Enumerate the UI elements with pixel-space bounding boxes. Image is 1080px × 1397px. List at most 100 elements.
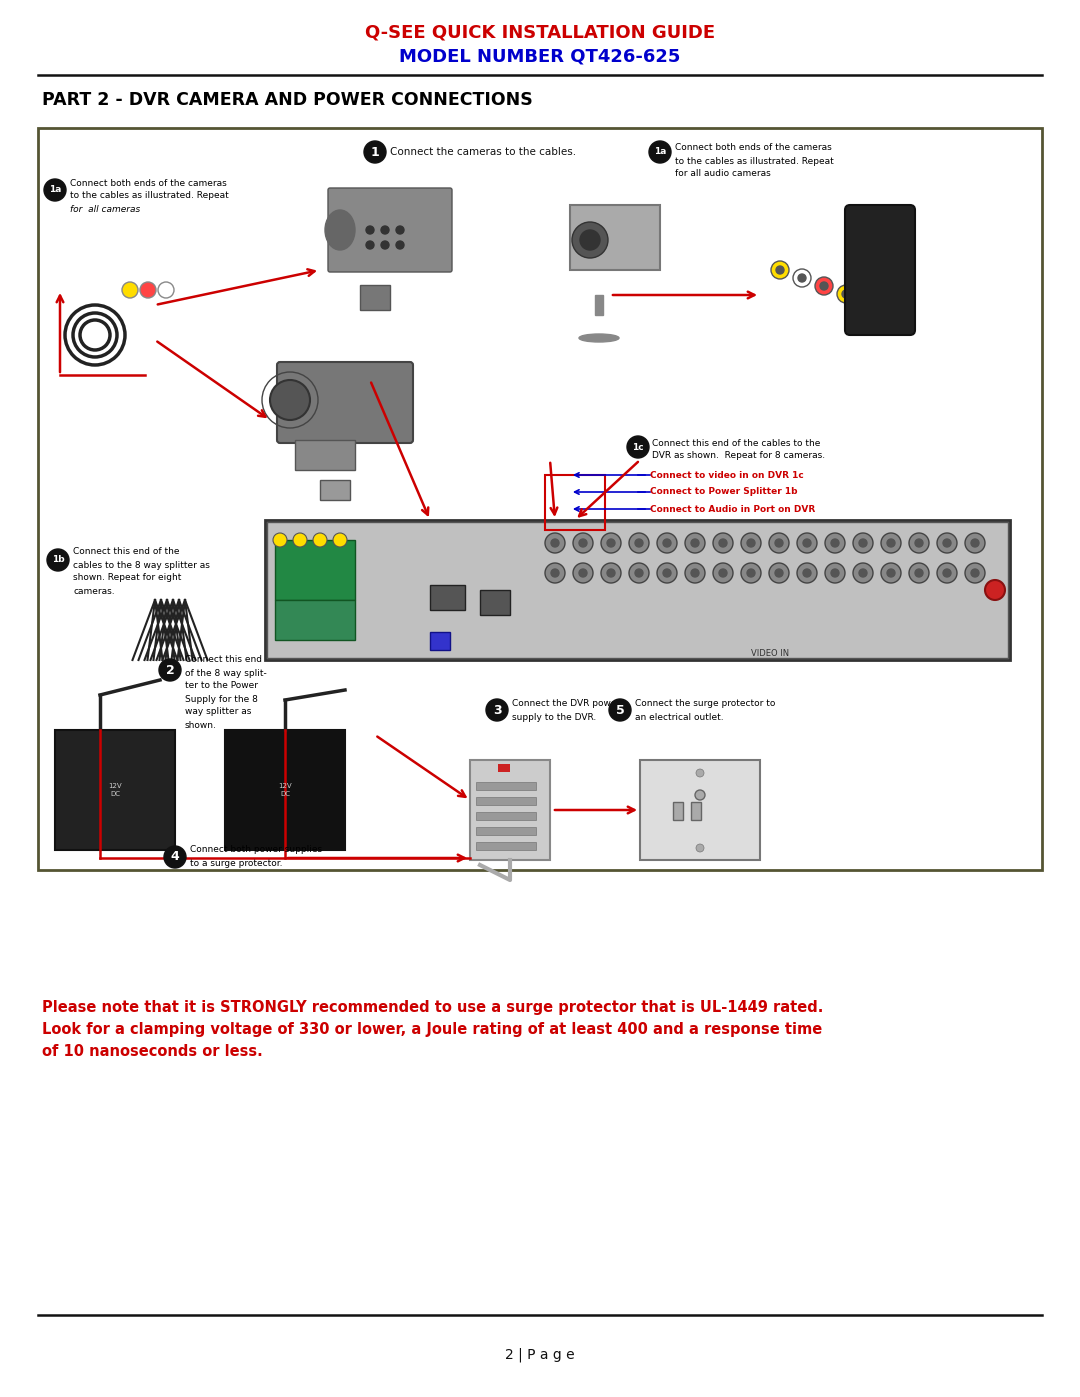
Bar — [476, 798, 536, 805]
Circle shape — [713, 534, 733, 553]
Circle shape — [635, 539, 643, 548]
Circle shape — [985, 580, 1005, 599]
Circle shape — [777, 265, 784, 274]
Circle shape — [831, 569, 839, 577]
Bar — [476, 827, 536, 835]
Circle shape — [859, 293, 877, 312]
Text: 1b: 1b — [52, 556, 65, 564]
Circle shape — [600, 563, 621, 583]
Text: 12V
DC: 12V DC — [279, 784, 292, 796]
Circle shape — [122, 282, 138, 298]
Text: Please note that it is STRONGLY recommended to use a surge protector that is UL-: Please note that it is STRONGLY recommen… — [42, 1000, 823, 1016]
Circle shape — [853, 534, 873, 553]
Circle shape — [649, 141, 671, 163]
Text: supply to the DVR.: supply to the DVR. — [512, 712, 596, 721]
Circle shape — [769, 563, 789, 583]
Text: cables to the 8 way splitter as: cables to the 8 way splitter as — [73, 560, 210, 570]
Text: to the cables as illustrated. Repeat: to the cables as illustrated. Repeat — [675, 156, 834, 165]
Circle shape — [579, 569, 588, 577]
Text: Connect both power supplies: Connect both power supplies — [190, 845, 322, 855]
Text: 1a: 1a — [653, 148, 666, 156]
Circle shape — [798, 274, 806, 282]
Circle shape — [635, 569, 643, 577]
Text: for all audio cameras: for all audio cameras — [675, 169, 771, 179]
Circle shape — [657, 563, 677, 583]
Circle shape — [771, 261, 789, 279]
Circle shape — [881, 534, 901, 553]
Circle shape — [396, 226, 404, 235]
Text: of 10 nanoseconds or less.: of 10 nanoseconds or less. — [42, 1044, 262, 1059]
Bar — [275, 541, 355, 599]
Circle shape — [831, 539, 839, 548]
Text: to the cables as illustrated. Repeat: to the cables as illustrated. Repeat — [70, 191, 229, 201]
Circle shape — [663, 539, 671, 548]
Circle shape — [887, 539, 895, 548]
Circle shape — [719, 569, 727, 577]
Bar — [55, 731, 175, 849]
Circle shape — [600, 534, 621, 553]
Circle shape — [164, 847, 186, 868]
Circle shape — [797, 563, 816, 583]
Circle shape — [573, 534, 593, 553]
Bar — [640, 760, 760, 861]
Text: Connect this end: Connect this end — [185, 655, 262, 665]
Text: Connect to video in on DVR 1c: Connect to video in on DVR 1c — [650, 471, 804, 479]
Circle shape — [887, 569, 895, 577]
Bar — [673, 802, 683, 820]
Bar — [275, 599, 355, 640]
Circle shape — [825, 563, 845, 583]
Text: of the 8 way split-: of the 8 way split- — [185, 669, 267, 678]
Bar — [295, 440, 355, 469]
Circle shape — [775, 539, 783, 548]
Text: MODEL NUMBER QT426-625: MODEL NUMBER QT426-625 — [400, 47, 680, 66]
Circle shape — [573, 563, 593, 583]
Text: cameras.: cameras. — [73, 587, 114, 595]
Circle shape — [943, 569, 951, 577]
Circle shape — [607, 569, 615, 577]
Circle shape — [696, 768, 704, 777]
Circle shape — [820, 282, 828, 291]
Bar — [476, 842, 536, 849]
Text: 12V
DC: 12V DC — [108, 784, 122, 796]
Circle shape — [313, 534, 327, 548]
Circle shape — [685, 563, 705, 583]
Circle shape — [769, 534, 789, 553]
Bar — [265, 520, 1010, 659]
Text: Connect the cameras to the cables.: Connect the cameras to the cables. — [390, 147, 576, 156]
Circle shape — [937, 534, 957, 553]
Bar — [595, 295, 603, 314]
Circle shape — [713, 563, 733, 583]
Ellipse shape — [325, 210, 355, 250]
Bar — [430, 585, 465, 610]
Circle shape — [937, 563, 957, 583]
Circle shape — [627, 436, 649, 458]
Text: 1: 1 — [370, 145, 379, 158]
Circle shape — [270, 380, 310, 420]
Text: for  all cameras: for all cameras — [70, 204, 140, 214]
Circle shape — [859, 569, 867, 577]
Circle shape — [609, 698, 631, 721]
Circle shape — [44, 179, 66, 201]
Text: 3: 3 — [492, 704, 501, 717]
Circle shape — [915, 569, 923, 577]
Circle shape — [804, 539, 811, 548]
Bar — [570, 205, 660, 270]
Circle shape — [396, 242, 404, 249]
Circle shape — [629, 534, 649, 553]
Circle shape — [804, 569, 811, 577]
Text: Connect this end of the: Connect this end of the — [73, 548, 179, 556]
Text: Connect both ends of the cameras: Connect both ends of the cameras — [675, 144, 832, 152]
Text: 1c: 1c — [632, 443, 644, 451]
Bar — [38, 129, 1042, 870]
Bar — [480, 590, 510, 615]
Bar — [691, 802, 701, 820]
Circle shape — [273, 534, 287, 548]
Circle shape — [691, 539, 699, 548]
Circle shape — [685, 534, 705, 553]
Text: Connect this end of the cables to the: Connect this end of the cables to the — [652, 439, 821, 447]
Circle shape — [364, 141, 386, 163]
Circle shape — [381, 226, 389, 235]
Circle shape — [629, 563, 649, 583]
Text: Connect to Audio in Port on DVR: Connect to Audio in Port on DVR — [650, 504, 815, 514]
Text: shown. Repeat for eight: shown. Repeat for eight — [73, 574, 181, 583]
